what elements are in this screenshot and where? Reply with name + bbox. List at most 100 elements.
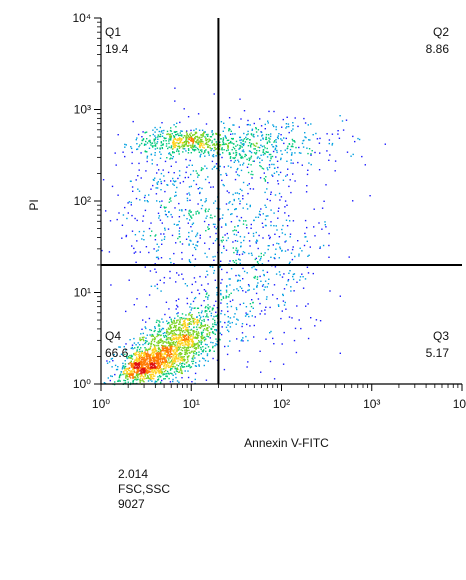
data-point bbox=[202, 134, 205, 136]
data-point bbox=[208, 308, 210, 310]
data-point bbox=[263, 289, 265, 291]
data-point bbox=[292, 246, 294, 248]
data-point bbox=[263, 177, 265, 180]
data-point bbox=[139, 363, 142, 366]
data-point bbox=[176, 133, 178, 136]
data-point bbox=[145, 151, 147, 153]
data-point bbox=[175, 342, 177, 344]
data-point bbox=[182, 366, 184, 368]
data-point bbox=[214, 279, 216, 281]
data-point bbox=[126, 357, 128, 360]
data-point bbox=[148, 354, 150, 356]
data-point bbox=[143, 144, 146, 146]
data-point bbox=[235, 152, 238, 154]
data-point bbox=[188, 326, 190, 328]
data-point bbox=[252, 160, 254, 162]
data-point bbox=[155, 368, 157, 370]
data-point bbox=[175, 191, 177, 193]
data-point bbox=[199, 191, 201, 194]
data-point bbox=[216, 167, 218, 170]
data-point bbox=[220, 312, 222, 315]
data-point bbox=[264, 204, 266, 206]
data-point bbox=[213, 304, 215, 307]
data-point bbox=[141, 356, 144, 358]
data-point bbox=[148, 368, 150, 370]
data-point bbox=[151, 350, 153, 352]
data-point bbox=[157, 136, 159, 138]
data-point bbox=[192, 358, 194, 360]
data-point bbox=[148, 377, 150, 380]
data-point bbox=[171, 344, 173, 346]
data-point bbox=[208, 154, 210, 156]
data-point bbox=[214, 319, 216, 322]
data-point bbox=[174, 352, 176, 355]
data-point bbox=[206, 292, 208, 294]
data-point bbox=[140, 377, 142, 380]
data-point bbox=[266, 286, 268, 288]
data-point bbox=[276, 136, 279, 139]
data-point bbox=[170, 368, 172, 370]
data-point bbox=[107, 377, 109, 379]
data-point bbox=[248, 315, 250, 318]
data-point bbox=[145, 321, 147, 323]
data-point bbox=[183, 317, 185, 320]
data-point bbox=[264, 286, 266, 288]
data-point bbox=[255, 242, 258, 244]
data-point bbox=[269, 138, 271, 140]
data-point bbox=[167, 341, 170, 343]
data-point bbox=[155, 357, 158, 359]
data-point bbox=[154, 349, 157, 351]
data-point bbox=[220, 310, 223, 312]
data-point bbox=[249, 124, 251, 126]
data-point bbox=[245, 224, 248, 226]
data-point bbox=[169, 357, 171, 359]
data-point bbox=[194, 336, 196, 338]
data-point bbox=[249, 139, 251, 141]
data-point bbox=[153, 356, 155, 359]
data-point bbox=[258, 150, 261, 152]
data-point bbox=[158, 370, 160, 372]
data-point bbox=[270, 224, 272, 227]
data-point bbox=[209, 147, 211, 149]
data-point bbox=[202, 350, 204, 352]
data-point bbox=[163, 206, 165, 208]
data-point bbox=[135, 378, 137, 380]
data-point bbox=[164, 190, 166, 193]
data-point bbox=[319, 320, 322, 322]
data-point bbox=[162, 373, 165, 375]
data-point bbox=[196, 335, 199, 337]
data-point bbox=[159, 352, 162, 354]
data-point bbox=[242, 181, 245, 184]
data-point bbox=[212, 323, 214, 325]
data-point bbox=[139, 355, 142, 358]
data-point bbox=[195, 146, 197, 149]
data-point bbox=[212, 256, 214, 258]
data-point bbox=[187, 335, 189, 337]
data-point bbox=[235, 247, 238, 249]
data-point bbox=[184, 326, 186, 328]
data-point bbox=[195, 170, 197, 172]
data-point bbox=[162, 342, 164, 345]
data-point bbox=[267, 134, 270, 136]
data-point bbox=[307, 303, 309, 305]
data-point bbox=[224, 321, 226, 324]
data-point bbox=[198, 334, 200, 337]
data-point bbox=[257, 156, 259, 158]
data-point bbox=[177, 298, 180, 300]
data-point bbox=[144, 360, 147, 362]
data-point bbox=[295, 146, 297, 149]
data-point bbox=[243, 151, 245, 153]
data-point bbox=[196, 307, 199, 309]
data-point bbox=[303, 244, 306, 247]
data-point bbox=[180, 367, 182, 370]
data-point bbox=[141, 336, 144, 339]
data-point bbox=[243, 138, 246, 140]
data-point bbox=[189, 366, 191, 369]
data-point bbox=[155, 136, 157, 139]
data-point bbox=[226, 353, 229, 356]
data-point bbox=[229, 340, 231, 342]
data-point bbox=[150, 358, 152, 361]
data-point bbox=[250, 227, 252, 229]
data-point bbox=[203, 300, 205, 302]
data-point bbox=[149, 334, 151, 336]
